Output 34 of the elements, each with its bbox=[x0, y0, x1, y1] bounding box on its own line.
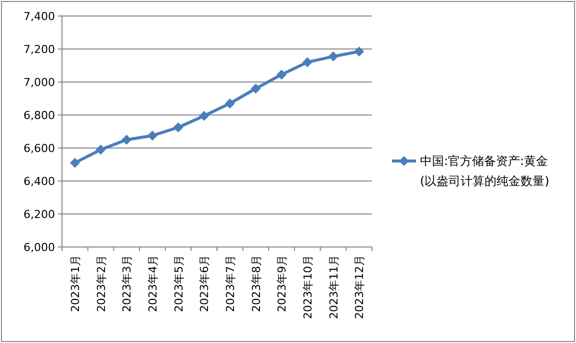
x-tick-label: 2023年7月 bbox=[224, 255, 237, 312]
legend: 中国:官方储备资产:黄金(以盎司计算的纯金数量) bbox=[392, 154, 550, 188]
x-tick-label: 2023年5月 bbox=[172, 255, 186, 312]
x-tick-label: 2023年2月 bbox=[94, 255, 108, 312]
point bbox=[224, 98, 235, 108]
point bbox=[199, 110, 210, 121]
point bbox=[250, 84, 261, 94]
point bbox=[354, 46, 364, 56]
y-tick-label: 7,400 bbox=[24, 10, 55, 23]
y-tick-label: 6,400 bbox=[24, 175, 55, 188]
y-tick-label: 6,000 bbox=[24, 241, 55, 254]
x-tick-label: 2023年12月 bbox=[353, 255, 366, 319]
point bbox=[147, 130, 158, 141]
y-tick-label: 7,200 bbox=[24, 43, 55, 56]
y-tick-label: 6,200 bbox=[24, 208, 55, 221]
x-tick-label: 2023年4月 bbox=[146, 255, 160, 312]
point bbox=[70, 158, 80, 168]
x-tick-label: 2023年6月 bbox=[198, 255, 212, 312]
x-tick-label: 2023年11月 bbox=[327, 255, 340, 319]
point bbox=[328, 51, 338, 62]
y-tick-label: 6,600 bbox=[24, 142, 55, 155]
x-tick-label: 2023年10月 bbox=[301, 255, 314, 319]
x-tick-label: 2023年9月 bbox=[276, 255, 289, 312]
point bbox=[302, 57, 312, 68]
point bbox=[96, 144, 106, 155]
legend-label: 中国:官方储备资产:黄金(以盎司计算的纯金数量) bbox=[420, 154, 550, 188]
x-tick-label: 2023年3月 bbox=[120, 255, 134, 312]
point bbox=[276, 70, 287, 80]
y-tick-label: 6,800 bbox=[24, 109, 55, 122]
x-tick-label: 2023年8月 bbox=[250, 255, 263, 312]
y-tick-label: 7,000 bbox=[24, 76, 55, 89]
point bbox=[173, 122, 184, 132]
x-tick-label: 2023年1月 bbox=[68, 255, 82, 312]
point bbox=[122, 134, 132, 145]
